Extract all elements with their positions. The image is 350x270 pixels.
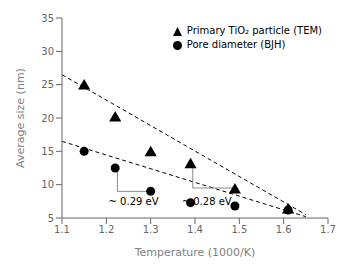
svg-text:1.2: 1.2 <box>98 224 114 235</box>
svg-text:10: 10 <box>41 179 54 190</box>
svg-text:Average size (nm): Average size (nm) <box>14 68 27 168</box>
svg-text:1.5: 1.5 <box>231 224 247 235</box>
svg-text:~ 0.29 eV: ~ 0.29 eV <box>109 196 159 207</box>
svg-text:30: 30 <box>41 46 54 57</box>
svg-text:5: 5 <box>48 213 54 224</box>
svg-text:15: 15 <box>41 146 54 157</box>
svg-text:1.6: 1.6 <box>276 224 292 235</box>
html-text:Pore diameter (BJH): Pore diameter (BJH) <box>186 39 286 50</box>
svg-text:20: 20 <box>41 113 54 124</box>
svg-text:25: 25 <box>41 79 54 90</box>
html-text:Primary TiO₂ particle (TEM): Primary TiO₂ particle (TEM) <box>186 25 322 36</box>
svg-text:1.1: 1.1 <box>54 224 70 235</box>
svg-text:~ 0.28 eV: ~ 0.28 eV <box>182 196 232 207</box>
svg-text:1.7: 1.7 <box>320 224 336 235</box>
svg-text:Temperature (1000/K): Temperature (1000/K) <box>134 246 256 259</box>
svg-text:35: 35 <box>41 13 54 24</box>
svg-text:1.4: 1.4 <box>187 224 203 235</box>
svg-text:1.3: 1.3 <box>143 224 159 235</box>
